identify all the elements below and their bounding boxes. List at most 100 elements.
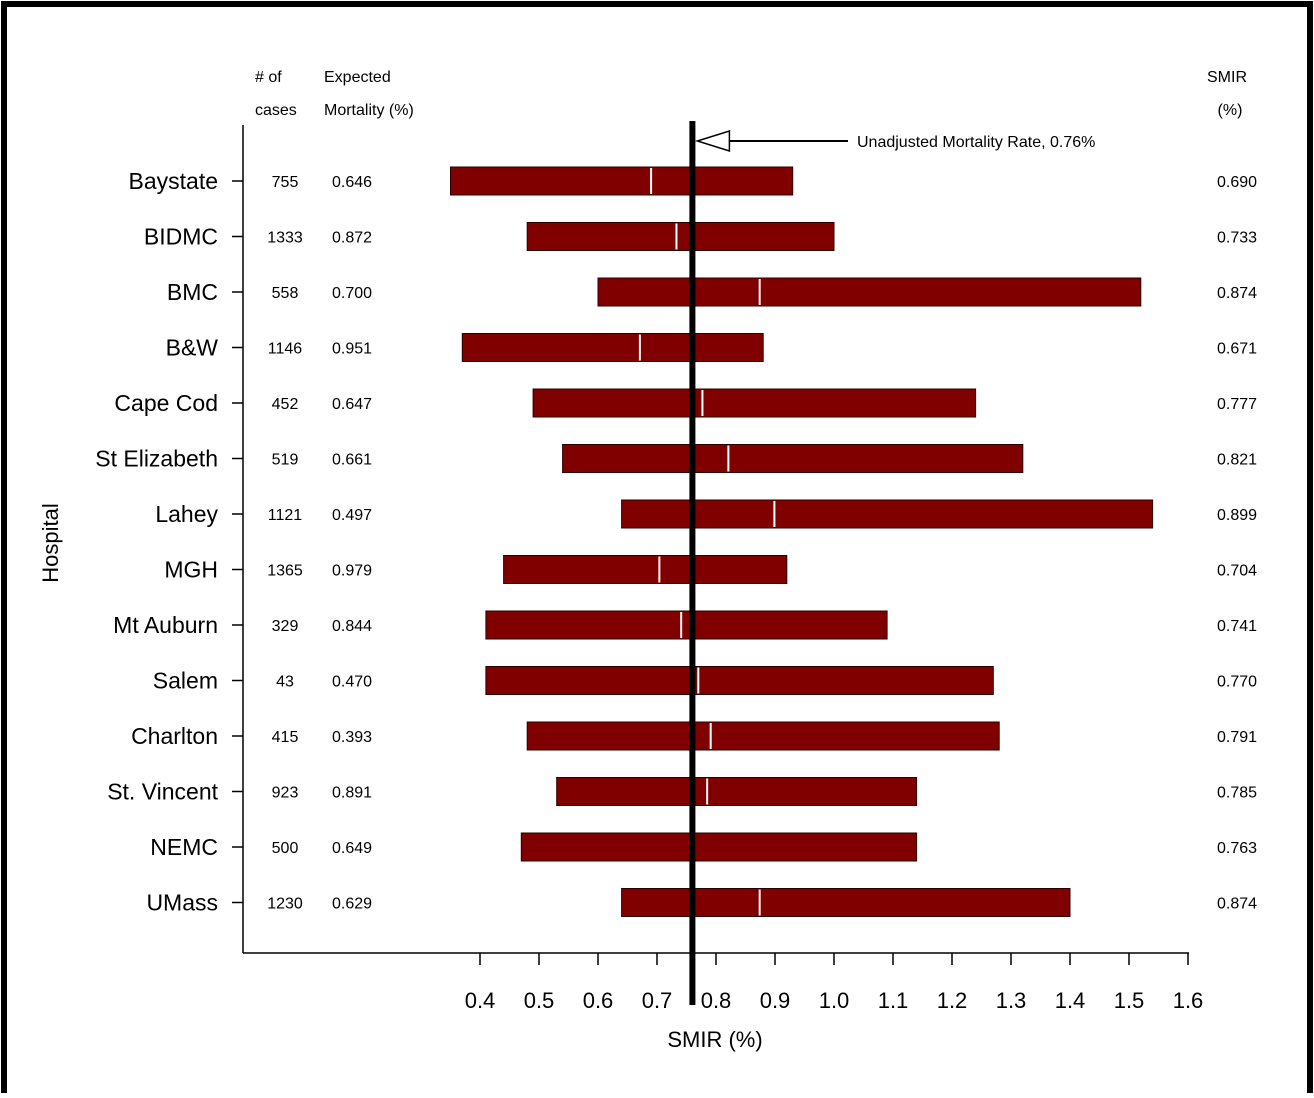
x-axis-label: SMIR (%) — [667, 1027, 762, 1052]
confidence-interval-bar — [503, 555, 788, 584]
smir-header-line1: SMIR — [1207, 69, 1247, 86]
expected-mortality-value: 0.646 — [332, 174, 372, 191]
smir-value: 0.874 — [1217, 285, 1257, 302]
hospital-name: MGH — [164, 557, 218, 583]
x-tick-label: 1.1 — [878, 988, 909, 1013]
confidence-interval-bar — [526, 721, 1000, 751]
hospital-row: St Elizabeth 519 0.661 0.821 — [95, 444, 1257, 473]
hospital-row: UMass 1230 0.629 0.874 — [146, 888, 1257, 917]
hospital-row: Cape Cod 452 0.647 0.777 — [114, 388, 1257, 418]
reference-arrow-head — [694, 129, 731, 153]
hospital-row: B&W 1146 0.951 0.671 — [166, 333, 1257, 362]
cases-value: 415 — [272, 729, 299, 746]
smir-value: 0.741 — [1217, 618, 1257, 635]
expected-mortality-value: 0.470 — [332, 674, 372, 691]
x-tick-label: 1.2 — [937, 988, 968, 1013]
smir-value: 0.690 — [1217, 174, 1257, 191]
cases-value: 500 — [272, 840, 299, 857]
x-tick-label: 0.8 — [701, 988, 732, 1013]
smir-header-line2: (%) — [1218, 102, 1243, 119]
hospital-name: Cape Cod — [114, 390, 218, 416]
reference-label: Unadjusted Mortality Rate, 0.76% — [857, 134, 1095, 151]
hospital-row: Lahey 1121 0.497 0.899 — [155, 499, 1257, 529]
expected-mortality-value: 0.872 — [332, 230, 372, 247]
confidence-interval-bar — [485, 610, 888, 640]
cases-value: 1365 — [267, 563, 303, 580]
confidence-interval-bar — [562, 444, 1024, 473]
confidence-interval-bar — [520, 832, 918, 862]
x-tick-label: 0.5 — [524, 988, 555, 1013]
confidence-interval-bar — [597, 277, 1142, 307]
confidence-interval-bar — [485, 666, 994, 695]
confidence-interval-bar — [526, 222, 835, 251]
hospital-row: Baystate 755 0.646 0.690 — [129, 166, 1257, 196]
hospital-rows: Baystate 755 0.646 0.690 BIDMC 1333 0.872 0.733… — [95, 166, 1257, 917]
expected-mortality-value: 0.393 — [332, 729, 372, 746]
smir-value: 0.874 — [1217, 896, 1257, 913]
cases-value: 329 — [272, 618, 299, 635]
hospital-row: Mt Auburn 329 0.844 0.741 — [113, 610, 1257, 640]
smir-value: 0.777 — [1217, 396, 1257, 413]
x-tick-label: 0.6 — [583, 988, 614, 1013]
hospital-row: Salem 43 0.470 0.770 — [153, 666, 1257, 695]
cases-value: 43 — [276, 674, 294, 691]
smir-value: 0.671 — [1217, 341, 1257, 358]
x-tick-label: 1.4 — [1055, 988, 1086, 1013]
smir-value: 0.791 — [1217, 729, 1257, 746]
smir-value: 0.733 — [1217, 230, 1257, 247]
x-tick-label: 0.4 — [465, 988, 496, 1013]
cases-value: 1333 — [267, 230, 303, 247]
expected-mortality-value: 0.649 — [332, 840, 372, 857]
x-tick-label: 1.6 — [1173, 988, 1204, 1013]
smir-value: 0.763 — [1217, 840, 1257, 857]
cases-value: 1121 — [268, 507, 303, 524]
hospital-name: Mt Auburn — [113, 612, 218, 638]
cases-value: 1230 — [267, 896, 303, 913]
hospital-row: MGH 1365 0.979 0.704 — [164, 555, 1257, 584]
x-tick-label: 1.5 — [1114, 988, 1145, 1013]
hospital-name: St Elizabeth — [95, 446, 218, 472]
hospital-name: B&W — [166, 335, 219, 361]
cases-header-line2: cases — [255, 102, 297, 119]
confidence-interval-bar — [532, 388, 977, 418]
expected-mortality-value: 0.700 — [332, 285, 372, 302]
hospital-row: BIDMC 1333 0.872 0.733 — [144, 222, 1257, 251]
cases-value: 519 — [272, 452, 299, 469]
expected-mortality-value: 0.497 — [332, 507, 372, 524]
hospital-name: St. Vincent — [107, 779, 218, 805]
smir-value: 0.704 — [1217, 563, 1257, 580]
hospital-name: UMass — [146, 890, 218, 916]
confidence-interval-bar — [450, 166, 794, 196]
x-tick-label: 1.3 — [996, 988, 1027, 1013]
expected-mortality-value: 0.844 — [332, 618, 372, 635]
cases-header-line1: # of — [255, 69, 282, 86]
cases-value: 923 — [272, 785, 299, 802]
x-tick-label: 1.0 — [819, 988, 850, 1013]
x-tick-label: 0.7 — [642, 988, 673, 1013]
hospital-name: Lahey — [155, 501, 218, 527]
expected-mortality-value: 0.891 — [332, 785, 372, 802]
hospital-name: NEMC — [150, 834, 218, 860]
cases-value: 1146 — [268, 341, 303, 358]
confidence-interval-bar — [556, 777, 918, 806]
confidence-interval-bar — [621, 888, 1071, 917]
expected-header-line1: Expected — [324, 69, 391, 86]
x-tick-label: 0.9 — [760, 988, 791, 1013]
expected-mortality-value: 0.951 — [332, 341, 372, 358]
hospital-name: BMC — [167, 279, 218, 305]
y-axis-label: Hospital — [38, 503, 63, 582]
x-axis-ticks: 0.4 0.5 0.6 0.7 0.8 0.9 1.0 1.1 1.2 1.3 1.4 1.5 1.6 — [465, 953, 1204, 1013]
hospital-name: Baystate — [129, 168, 219, 194]
expected-mortality-value: 0.629 — [332, 896, 372, 913]
hospital-name: Salem — [153, 668, 218, 694]
smir-value: 0.770 — [1217, 674, 1257, 691]
confidence-interval-bar — [461, 333, 764, 362]
hospital-name: BIDMC — [144, 224, 218, 250]
cases-value: 452 — [272, 396, 299, 413]
expected-header-line2: Mortality (%) — [324, 102, 414, 119]
hospital-name: Charlton — [131, 723, 218, 749]
hospital-row: Charlton 415 0.393 0.791 — [131, 721, 1257, 751]
